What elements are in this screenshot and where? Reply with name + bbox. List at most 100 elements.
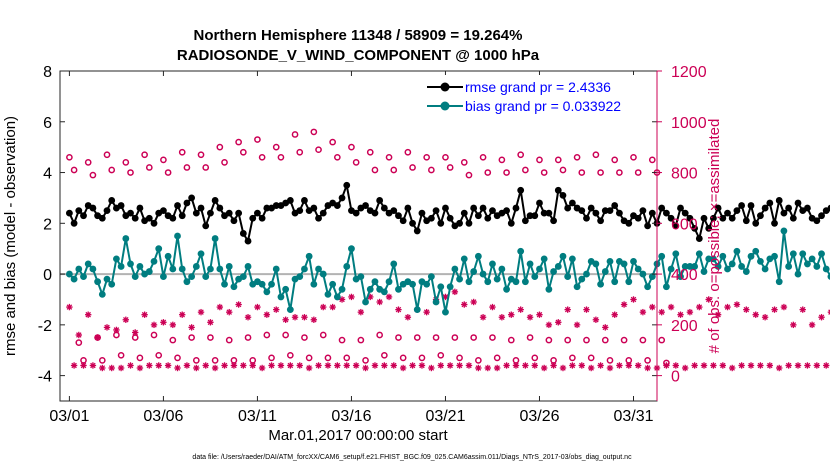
rmse-point xyxy=(192,209,200,217)
rmse-point xyxy=(117,202,125,209)
rmse-point xyxy=(80,212,87,220)
obs-assimilated-marker xyxy=(174,364,181,372)
asterisk-stroke xyxy=(85,311,91,318)
rmse-point xyxy=(479,204,487,212)
obs-possible-marker xyxy=(517,151,525,159)
asterisk-stroke xyxy=(663,362,670,369)
obs-assimilated-marker xyxy=(296,362,303,369)
bias-point xyxy=(757,257,764,265)
chart-title-line2: RADIOSONDE_V_WIND_COMPONENT @ 1000 hPa xyxy=(177,47,540,64)
obs-assimilated-marker xyxy=(404,314,412,321)
bias-point xyxy=(371,278,379,286)
bias-point xyxy=(512,278,520,286)
obs-possible-marker xyxy=(404,148,412,156)
asterisk-stroke xyxy=(221,362,228,369)
bias-point xyxy=(272,265,280,273)
obs-assimilated-marker xyxy=(99,364,106,372)
bias-point xyxy=(192,263,200,270)
obs-assimilated-marker xyxy=(85,311,92,318)
asterisk-stroke xyxy=(738,362,745,369)
bias-point xyxy=(789,250,797,258)
bias-point xyxy=(474,252,482,260)
asterisk-stroke xyxy=(358,309,364,315)
obs-assimilated-marker xyxy=(465,362,473,369)
obs-possible-marker xyxy=(305,354,313,362)
rmse-point xyxy=(507,219,515,227)
bias-point xyxy=(310,280,318,288)
obs-possible-marker xyxy=(225,336,233,344)
bias-point xyxy=(780,227,788,235)
rmse-point xyxy=(103,207,111,215)
bias-point xyxy=(446,283,454,291)
asterisk-stroke xyxy=(475,365,482,371)
bias-point xyxy=(80,273,87,281)
asterisk-stroke xyxy=(630,296,637,303)
rmse-point xyxy=(446,214,454,222)
x-tick-label: 03/16 xyxy=(331,408,371,425)
asterisk-stroke xyxy=(170,322,176,328)
obs-possible-marker xyxy=(169,336,177,344)
obs-assimilated-marker xyxy=(202,362,209,369)
rmse-point xyxy=(489,207,496,215)
rmse-point xyxy=(752,219,760,227)
obs-assimilated-marker xyxy=(169,321,177,329)
obs-assimilated-marker xyxy=(583,306,590,313)
bias-point xyxy=(225,263,233,270)
y-left-tick-label: -4 xyxy=(38,369,52,386)
bias-point xyxy=(221,280,228,288)
rmse-point xyxy=(583,214,590,222)
obs-assimilated-marker xyxy=(399,364,407,372)
bias-point xyxy=(625,278,633,286)
rmse-point xyxy=(395,212,402,220)
obs-possible-marker xyxy=(526,334,534,341)
asterisk-stroke xyxy=(828,312,830,315)
bias-point xyxy=(785,263,793,270)
rmse-point xyxy=(263,204,271,212)
obs-possible-marker xyxy=(291,131,299,138)
obs-possible-marker xyxy=(197,151,205,159)
obs-possible-marker xyxy=(611,156,619,164)
rmse-point xyxy=(766,199,774,207)
asterisk-stroke xyxy=(264,311,270,318)
obs-assimilated-marker xyxy=(446,362,454,369)
asterisk-stroke xyxy=(705,296,712,303)
asterisk-stroke xyxy=(306,365,312,371)
rmse-point xyxy=(719,214,727,222)
bias-point xyxy=(658,252,666,260)
bias-point xyxy=(357,273,365,281)
bias-point xyxy=(818,250,825,258)
asterisk-stroke xyxy=(108,365,115,371)
bias-point xyxy=(747,252,755,260)
rmse-point xyxy=(724,209,731,217)
asterisk-stroke xyxy=(748,362,754,369)
obs-assimilated-marker xyxy=(587,364,595,372)
rmse-point xyxy=(390,207,398,215)
obs-assimilated-marker xyxy=(663,362,670,369)
bias-point xyxy=(705,255,713,263)
asterisk-stroke xyxy=(160,319,167,326)
asterisk-stroke xyxy=(743,306,750,313)
rmse-point xyxy=(733,207,741,215)
bias-point xyxy=(277,293,285,301)
rmse-point xyxy=(747,202,755,209)
bias-point xyxy=(554,263,562,270)
asterisk-stroke xyxy=(757,362,764,369)
asterisk-stroke xyxy=(752,311,759,318)
y-right-tick-label: 800 xyxy=(671,166,698,183)
obs-possible-marker xyxy=(141,151,148,159)
obs-assimilated-marker xyxy=(320,303,327,311)
obs-assimilated-marker xyxy=(263,311,271,318)
asterisk-stroke xyxy=(292,314,298,320)
obs-assimilated-marker xyxy=(794,362,802,369)
obs-assimilated-marker xyxy=(555,319,562,326)
rmse-point xyxy=(89,204,97,212)
bias-point xyxy=(178,265,186,273)
obs-possible-marker xyxy=(75,339,83,346)
obs-assimilated-marker xyxy=(470,298,477,306)
bias-point xyxy=(286,306,294,314)
obs-assimilated-marker xyxy=(103,324,111,331)
asterisk-stroke xyxy=(132,329,138,336)
asterisk-stroke xyxy=(184,362,190,369)
asterisk-stroke xyxy=(123,317,129,323)
